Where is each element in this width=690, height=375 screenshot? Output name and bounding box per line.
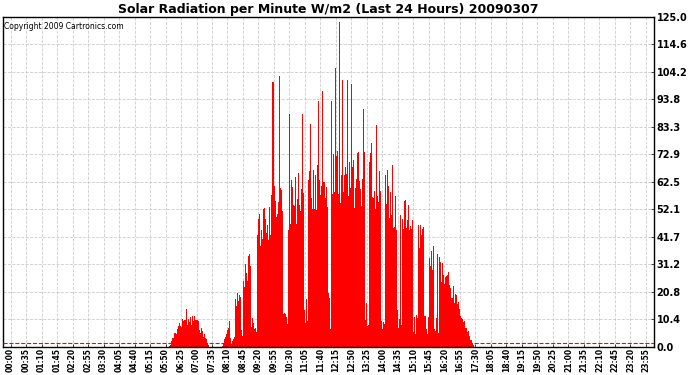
Title: Solar Radiation per Minute W/m2 (Last 24 Hours) 20090307: Solar Radiation per Minute W/m2 (Last 24…	[118, 3, 538, 16]
Text: Copyright 2009 Cartronics.com: Copyright 2009 Cartronics.com	[4, 22, 124, 31]
